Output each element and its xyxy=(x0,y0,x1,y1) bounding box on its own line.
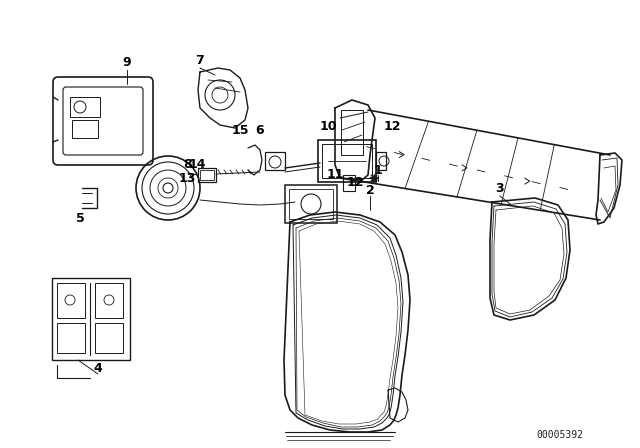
Bar xyxy=(200,170,214,180)
Text: 11: 11 xyxy=(326,168,344,181)
Bar xyxy=(57,283,85,318)
Text: 10: 10 xyxy=(319,121,337,134)
Text: 2: 2 xyxy=(365,184,374,197)
Text: 12: 12 xyxy=(383,121,401,134)
Text: 3: 3 xyxy=(496,181,504,194)
Text: 1: 1 xyxy=(374,164,382,177)
Text: 5: 5 xyxy=(76,211,84,224)
Bar xyxy=(285,185,337,223)
Text: 15: 15 xyxy=(231,124,249,137)
Text: 7: 7 xyxy=(196,53,204,66)
Bar xyxy=(198,168,216,182)
Bar xyxy=(95,283,123,318)
Text: 00005392: 00005392 xyxy=(536,430,584,440)
Bar xyxy=(265,152,285,170)
Bar xyxy=(343,175,355,191)
Bar xyxy=(57,323,85,353)
Bar xyxy=(52,278,130,360)
Bar xyxy=(95,323,123,353)
Bar xyxy=(322,144,372,178)
Bar xyxy=(289,189,333,219)
Text: 9: 9 xyxy=(123,56,131,69)
Bar xyxy=(376,152,386,170)
Text: 4: 4 xyxy=(93,362,102,375)
Bar xyxy=(72,120,98,138)
Text: 14: 14 xyxy=(188,159,205,172)
Text: 6: 6 xyxy=(256,124,264,137)
Bar xyxy=(318,140,376,182)
Bar xyxy=(70,97,100,117)
Text: 13: 13 xyxy=(179,172,196,185)
Bar xyxy=(341,110,363,155)
Text: 12: 12 xyxy=(346,176,364,189)
Text: 8: 8 xyxy=(184,159,192,172)
